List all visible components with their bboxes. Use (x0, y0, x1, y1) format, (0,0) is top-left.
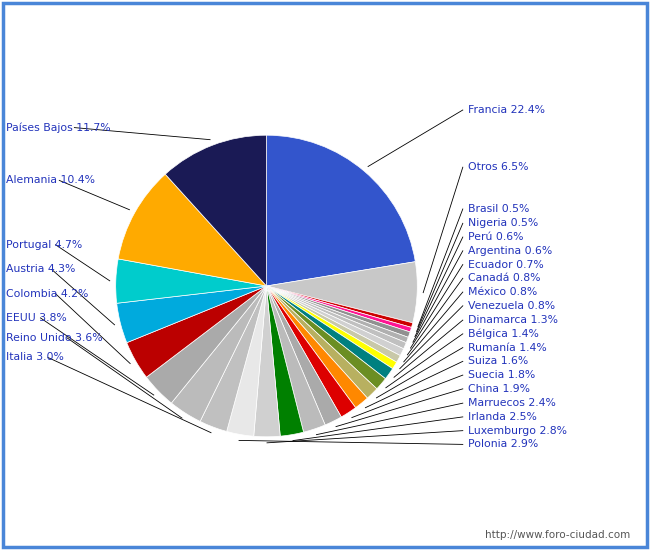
Text: Nigeria 0.5%: Nigeria 0.5% (468, 218, 538, 228)
Text: Alemania 10.4%: Alemania 10.4% (6, 175, 96, 185)
Text: Reino Unido 3.6%: Reino Unido 3.6% (6, 333, 103, 343)
Wedge shape (266, 286, 341, 425)
Text: Austria 4.3%: Austria 4.3% (6, 265, 76, 274)
Wedge shape (266, 286, 393, 379)
Wedge shape (266, 286, 411, 332)
Text: Rumanía 1.4%: Rumanía 1.4% (468, 343, 547, 353)
Wedge shape (116, 259, 266, 303)
Wedge shape (266, 286, 367, 408)
Text: Otros 6.5%: Otros 6.5% (468, 162, 528, 172)
Wedge shape (266, 262, 417, 323)
Wedge shape (266, 286, 400, 362)
Text: http://www.foro-ciudad.com: http://www.foro-ciudad.com (486, 530, 630, 540)
Wedge shape (117, 286, 266, 343)
Wedge shape (200, 286, 266, 431)
Text: Suecia 1.8%: Suecia 1.8% (468, 370, 535, 380)
Text: Venezuela 0.8%: Venezuela 0.8% (468, 301, 555, 311)
Wedge shape (266, 286, 396, 368)
Text: México 0.8%: México 0.8% (468, 287, 538, 297)
Text: China 1.9%: China 1.9% (468, 384, 530, 394)
Text: Francia 22.4%: Francia 22.4% (468, 105, 545, 115)
Text: Argentina 0.6%: Argentina 0.6% (468, 246, 552, 256)
Wedge shape (266, 286, 304, 436)
Text: EEUU 3.8%: EEUU 3.8% (6, 313, 67, 323)
Text: Leganés - Turistas extranjeros según país - Abril de 2024: Leganés - Turistas extranjeros según paí… (65, 14, 585, 31)
Text: Dinamarca 1.3%: Dinamarca 1.3% (468, 315, 558, 325)
Wedge shape (127, 286, 266, 377)
Text: Irlanda 2.5%: Irlanda 2.5% (468, 412, 537, 422)
Wedge shape (266, 135, 415, 286)
Wedge shape (266, 286, 325, 432)
Wedge shape (266, 286, 404, 356)
Text: Ecuador 0.7%: Ecuador 0.7% (468, 260, 544, 270)
Wedge shape (266, 286, 408, 343)
Wedge shape (254, 286, 280, 437)
Wedge shape (266, 286, 356, 417)
Wedge shape (165, 135, 266, 286)
Text: Polonia 2.9%: Polonia 2.9% (468, 439, 538, 449)
Wedge shape (266, 286, 406, 349)
Wedge shape (266, 286, 413, 327)
Text: Marruecos 2.4%: Marruecos 2.4% (468, 398, 556, 408)
Wedge shape (266, 286, 377, 398)
Text: Italia 3.0%: Italia 3.0% (6, 353, 64, 362)
Wedge shape (227, 286, 266, 436)
Text: Brasil 0.5%: Brasil 0.5% (468, 204, 529, 214)
Text: Luxemburgo 2.8%: Luxemburgo 2.8% (468, 426, 567, 436)
Wedge shape (266, 286, 410, 337)
Text: Suiza 1.6%: Suiza 1.6% (468, 356, 528, 366)
Wedge shape (118, 174, 266, 286)
Text: Países Bajos 11.7%: Países Bajos 11.7% (6, 122, 111, 133)
Text: Colombia 4.2%: Colombia 4.2% (6, 289, 89, 299)
Wedge shape (172, 286, 266, 421)
Wedge shape (266, 286, 385, 389)
Text: Perú 0.6%: Perú 0.6% (468, 232, 523, 242)
Wedge shape (146, 286, 266, 403)
Text: Bélgica 1.4%: Bélgica 1.4% (468, 328, 539, 339)
Text: Portugal 4.7%: Portugal 4.7% (6, 240, 83, 250)
Text: Canadá 0.8%: Canadá 0.8% (468, 273, 541, 283)
